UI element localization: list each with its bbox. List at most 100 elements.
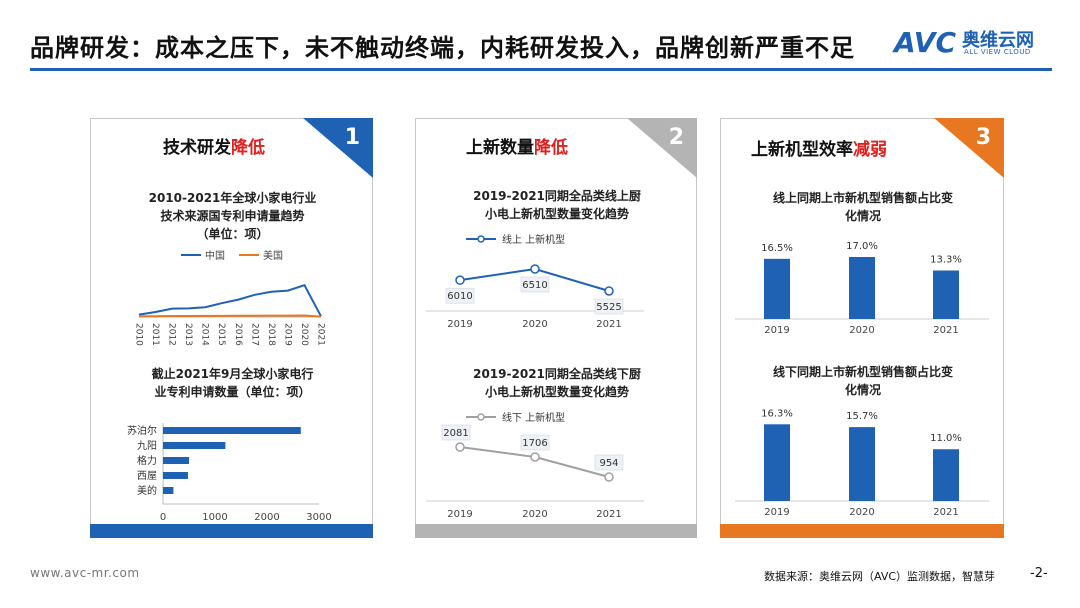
category-label: 苏泊尔 xyxy=(127,424,157,437)
data-point xyxy=(455,275,465,285)
x-tick-label: 2018 xyxy=(266,323,276,346)
series-line-中国 xyxy=(138,283,322,317)
data-label-box xyxy=(520,276,550,293)
x-tick-label: 2017 xyxy=(249,323,259,346)
bar-西屋 xyxy=(163,472,188,479)
chart-title: 截止2021年9月全球小家电行 业专利申请数量（单位：项） xyxy=(151,367,314,399)
data-point xyxy=(604,472,614,482)
data-label: 5525 xyxy=(596,302,621,313)
x-tick-label: 3000 xyxy=(306,512,331,523)
data-label-box xyxy=(594,454,624,471)
data-label: 11.0% xyxy=(930,433,962,444)
series-line-美国 xyxy=(138,314,322,318)
bar-2019 xyxy=(764,424,790,501)
x-tick-label: 2020 xyxy=(522,509,547,520)
legend-label: 美国 xyxy=(263,249,283,262)
bar-九阳 xyxy=(163,442,226,449)
legend-marker xyxy=(477,413,485,421)
legend-label: 线上 上新机型 xyxy=(502,233,565,246)
data-label-box xyxy=(520,434,550,451)
card-number: 1 xyxy=(344,125,360,150)
card-bottom-bar xyxy=(90,524,373,538)
x-tick-label: 2019 xyxy=(447,509,472,520)
x-tick-label: 2019 xyxy=(764,507,789,518)
x-tick-label: 2021 xyxy=(316,323,326,346)
data-label-box xyxy=(441,424,471,441)
x-tick-label: 2021 xyxy=(933,507,958,518)
chart-title: 2010-2021年全球小家电行业 技术来源国专利申请量趋势 （单位：项） xyxy=(148,191,317,241)
category-label: 美的 xyxy=(137,484,157,497)
bar-格力 xyxy=(163,457,189,464)
chart-title: 2019-2021同期全品类线下厨 小电上新机型数量变化趋势 xyxy=(473,367,641,399)
chart-title: 线下同期上市新机型销售额占比变 化情况 xyxy=(772,365,953,397)
x-tick-label: 2016 xyxy=(233,323,243,346)
card-heading: 上新数量降低 xyxy=(466,138,568,158)
x-tick-label: 2020 xyxy=(849,325,874,333)
card-number: 3 xyxy=(975,125,991,150)
data-point xyxy=(604,286,614,296)
x-tick-label: 0 xyxy=(160,512,166,523)
x-tick-label: 2021 xyxy=(933,325,958,333)
x-tick-label: 2020 xyxy=(299,323,309,346)
card-corner-triangle xyxy=(627,118,697,178)
logo-text-cn: 奥维云网 xyxy=(962,30,1034,51)
x-tick-label: 2021 xyxy=(596,319,621,330)
data-label: 13.3% xyxy=(930,254,962,265)
data-label: 6510 xyxy=(522,280,547,291)
x-tick-label: 2019 xyxy=(282,323,292,346)
data-point xyxy=(530,452,540,462)
data-label: 954 xyxy=(599,458,618,469)
x-tick-label: 2011 xyxy=(150,323,160,346)
x-tick-label: 2000 xyxy=(254,512,279,523)
data-source-note: 数据来源：奥维云网（AVC）监测数据，智慧芽 xyxy=(764,570,996,583)
data-label-box xyxy=(445,287,475,304)
data-label-box xyxy=(594,298,624,315)
chart-title: 线上同期上市新机型销售额占比变 化情况 xyxy=(772,191,953,223)
legend-label: 中国 xyxy=(205,249,225,262)
x-tick-label: 2021 xyxy=(596,509,621,520)
data-label: 6010 xyxy=(447,291,472,302)
avc-logo-mark: AVC xyxy=(892,26,956,59)
data-label: 1706 xyxy=(522,438,547,449)
bar-2019 xyxy=(764,258,790,319)
legend-marker xyxy=(477,235,485,243)
x-tick-label: 2014 xyxy=(200,323,210,346)
data-label: 15.7% xyxy=(846,411,878,422)
x-tick-label: 2019 xyxy=(764,325,789,333)
bar-2021 xyxy=(933,449,959,501)
offline-new-models-chart: 线下 上新机型 2081 2019 1706 2020 954 2021 xyxy=(426,411,644,520)
page-number: -2- xyxy=(1030,566,1048,581)
online-sales-share-chart: 16.5% 2019 17.0% 2020 13.3% 2021 xyxy=(735,241,989,333)
bar-2020 xyxy=(849,257,875,319)
data-label: 16.3% xyxy=(761,408,793,419)
card-heading: 技术研发降低 xyxy=(163,138,265,158)
card-tech-rd: 1 技术研发降低 2010-2021年全球小家电行业 技术来源国专利申请量趋势 … xyxy=(90,118,373,538)
x-tick-label: 2019 xyxy=(447,319,472,330)
data-label: 16.5% xyxy=(761,243,793,254)
footer-url[interactable]: www.avc-mr.com xyxy=(30,566,140,580)
legend-label: 线下 上新机型 xyxy=(502,411,565,424)
bar-2020 xyxy=(849,427,875,501)
card-heading: 上新机型效率减弱 xyxy=(751,140,887,160)
x-tick-label: 2015 xyxy=(216,323,226,346)
x-tick-label: 1000 xyxy=(202,512,227,523)
card-new-models: 2 上新数量降低 2019-2021同期全品类线上厨 小电上新机型数量变化趋势 … xyxy=(415,118,697,538)
x-tick-label: 2013 xyxy=(183,323,193,346)
category-label: 九阳 xyxy=(137,440,157,452)
x-tick-label: 2020 xyxy=(522,319,547,330)
category-label: 西屋 xyxy=(137,470,157,482)
bar-2021 xyxy=(933,270,959,319)
data-point xyxy=(530,264,540,274)
chart-title: 2019-2021同期全品类线上厨 小电上新机型数量变化趋势 xyxy=(473,189,641,221)
card-bottom-bar xyxy=(720,524,1004,538)
patent-trend-chart: 中国 美国 2010 2011 2012 2013 2014 2015 2016 2017 2018… xyxy=(134,249,326,346)
offline-sales-share-chart: 16.3% 2019 15.7% 2020 11.0% 2021 xyxy=(735,408,989,518)
x-tick-label: 2010 xyxy=(134,323,144,346)
x-tick-label: 2012 xyxy=(167,323,177,346)
card-corner-triangle xyxy=(303,118,373,178)
title-divider xyxy=(30,68,1052,71)
avc-logo: AVC 奥维云网 ALL VIEW CLOUD xyxy=(892,22,1052,62)
bar-美的 xyxy=(163,487,174,494)
x-tick-label: 2020 xyxy=(849,507,874,518)
card-corner-triangle xyxy=(934,118,1004,178)
